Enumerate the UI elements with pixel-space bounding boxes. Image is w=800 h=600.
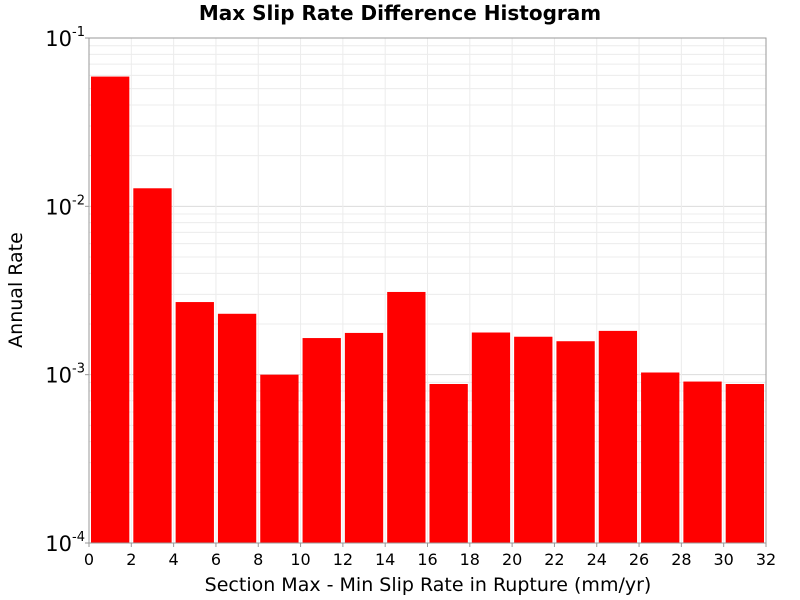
y-tick-base: 10 (45, 364, 72, 388)
bar (91, 76, 130, 543)
x-tick-label: 28 (671, 550, 691, 569)
bar (683, 381, 722, 543)
bar (133, 188, 172, 543)
x-tick-label: 4 (169, 550, 179, 569)
x-ticks: 0 2 4 6 8 10 12 14 16 18 20 22 24 26 28 30 32 (84, 543, 776, 569)
y-tick-label: 10-3 (45, 362, 85, 388)
chart-title: Max Slip Rate Difference Histogram (199, 1, 601, 25)
x-tick-label: 12 (333, 550, 353, 569)
x-tick-label: 2 (126, 550, 136, 569)
y-tick-label: 10-4 (45, 530, 85, 556)
y-tick-label: 10-1 (45, 25, 85, 51)
bar (175, 302, 214, 543)
bars (91, 76, 764, 543)
x-tick-label: 20 (502, 550, 522, 569)
bar (217, 313, 257, 543)
x-tick-label: 0 (84, 550, 94, 569)
x-axis-label: Section Max - Min Slip Rate in Rupture (… (205, 574, 652, 596)
x-tick-label: 14 (375, 550, 395, 569)
x-tick-label: 18 (460, 550, 480, 569)
bar (260, 374, 299, 543)
bar (302, 338, 341, 543)
bar (471, 332, 511, 543)
bar (641, 372, 680, 543)
bar (556, 341, 595, 543)
bar (725, 384, 764, 543)
y-ticks: 10-410-310-210-1 (45, 25, 89, 556)
x-tick-label: 32 (756, 550, 776, 569)
x-tick-label: 6 (211, 550, 221, 569)
x-tick-label: 26 (629, 550, 649, 569)
x-tick-label: 30 (714, 550, 734, 569)
bar (344, 332, 384, 543)
y-tick-base: 10 (45, 195, 72, 219)
y-axis-label: Annual Rate (5, 232, 27, 348)
y-tick-exponent: -1 (72, 25, 85, 40)
x-tick-label: 24 (587, 550, 607, 569)
y-tick-exponent: -4 (72, 530, 85, 545)
bar (387, 291, 426, 543)
x-tick-label: 10 (290, 550, 310, 569)
bar (514, 336, 553, 543)
y-tick-label: 10-2 (45, 193, 85, 219)
x-tick-label: 8 (253, 550, 263, 569)
y-tick-exponent: -2 (72, 193, 85, 208)
y-tick-base: 10 (45, 27, 72, 51)
bar (598, 330, 638, 543)
x-tick-label: 22 (544, 550, 564, 569)
y-tick-base: 10 (45, 532, 72, 556)
x-tick-label: 16 (417, 550, 437, 569)
bar (429, 384, 468, 543)
y-tick-exponent: -3 (72, 362, 85, 377)
